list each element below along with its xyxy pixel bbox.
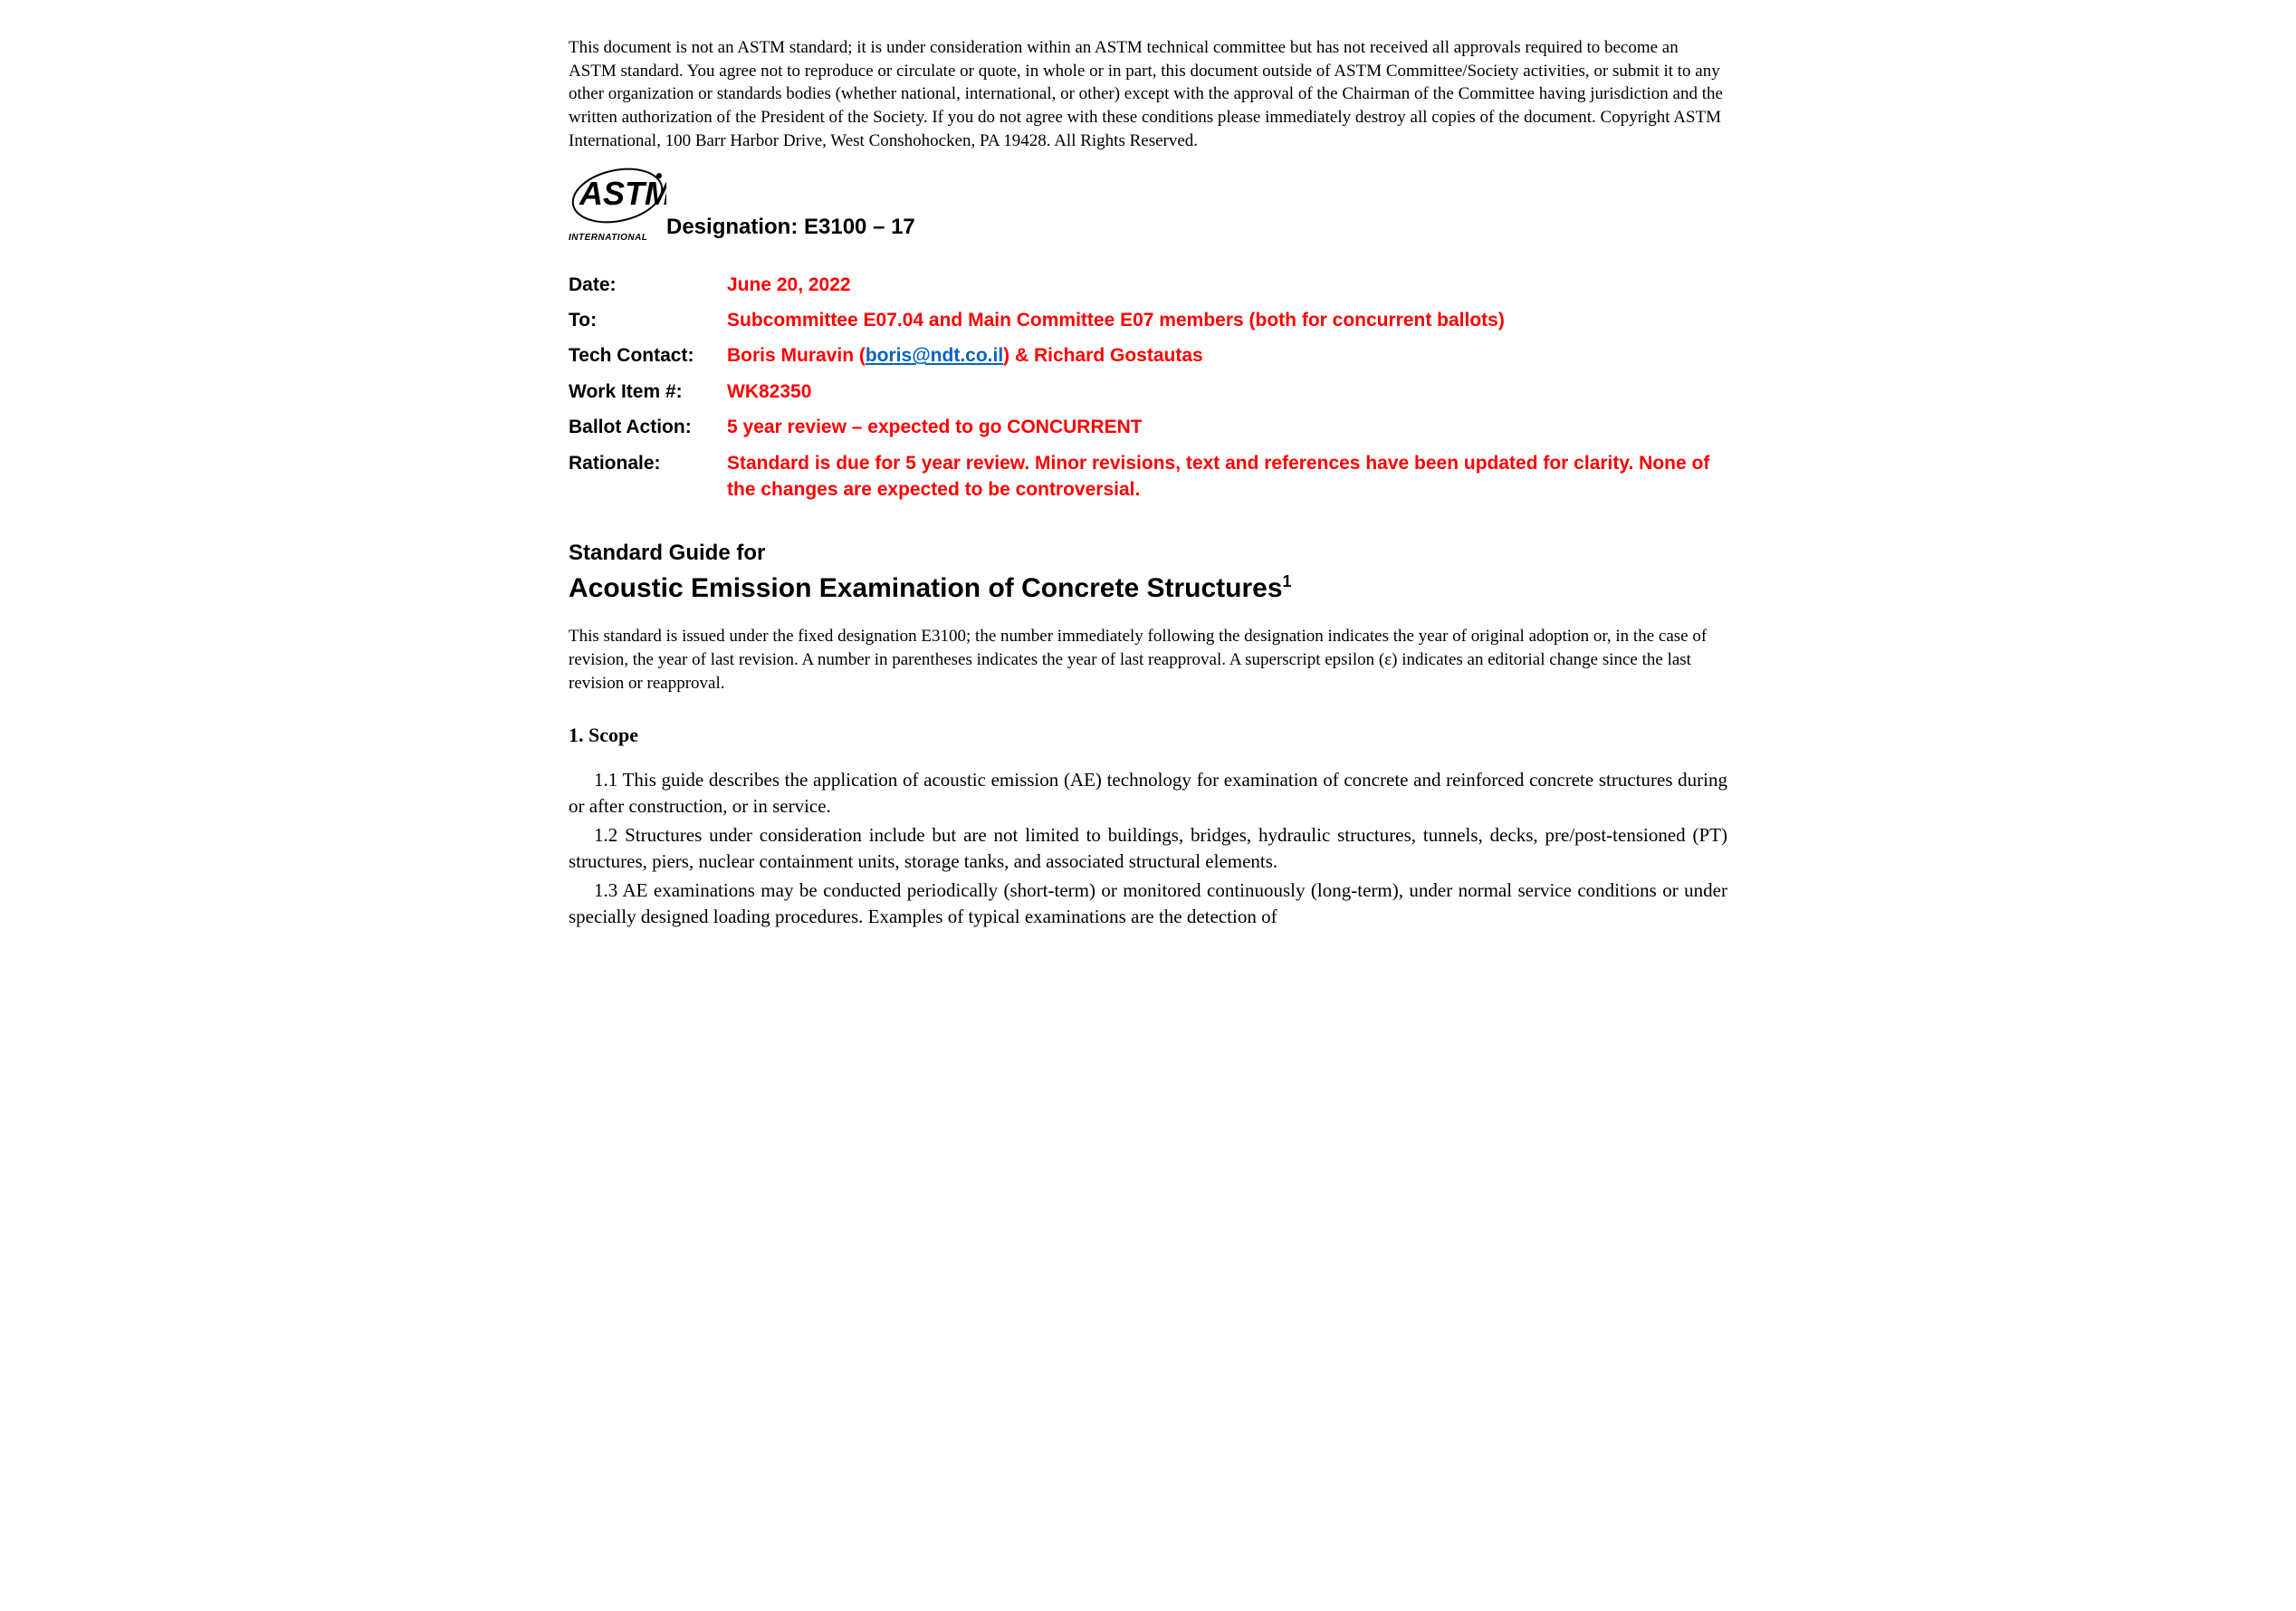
- logo-designation-row: ASTM INTERNATIONAL Designation: E3100 – …: [569, 159, 1727, 245]
- ballot-value: 5 year review – expected to go CONCURREN…: [727, 414, 1727, 440]
- designation-text: Designation: E3100 – 17: [666, 213, 915, 244]
- astm-logo: ASTM INTERNATIONAL: [569, 159, 666, 245]
- standard-heading: Standard Guide for Acoustic Emission Exa…: [569, 539, 1727, 607]
- issuance-note: This standard is issued under the fixed …: [569, 625, 1727, 695]
- header-row-tech: Tech Contact: Boris Muravin (boris@ndt.c…: [569, 342, 1727, 369]
- scope-p2: 1.2 Structures under consideration inclu…: [569, 822, 1727, 876]
- scope-p1: 1.1 This guide describes the application…: [569, 767, 1727, 820]
- scope-body: 1.1 This guide describes the application…: [569, 767, 1727, 930]
- date-label: Date:: [569, 273, 727, 298]
- svg-text:ASTM: ASTM: [579, 175, 666, 212]
- tech-label: Tech Contact:: [569, 343, 727, 369]
- date-value: June 20, 2022: [727, 272, 1727, 298]
- header-row-work: Work Item #: WK82350: [569, 379, 1727, 405]
- tech-suffix: ) & Richard Gostautas: [1003, 345, 1203, 366]
- standard-title: Acoustic Emission Examination of Concret…: [569, 573, 1292, 603]
- tech-value: Boris Muravin (boris@ndt.co.il) & Richar…: [727, 342, 1727, 369]
- ballot-header: Date: June 20, 2022 To: Subcommittee E07…: [569, 272, 1727, 503]
- tech-email-link[interactable]: boris@ndt.co.il: [866, 345, 1003, 366]
- header-row-date: Date: June 20, 2022: [569, 272, 1727, 298]
- logo-subtext: INTERNATIONAL: [569, 232, 666, 245]
- rationale-value: Standard is due for 5 year review. Minor…: [727, 450, 1727, 503]
- disclaimer-text: This document is not an ASTM standard; i…: [569, 36, 1727, 152]
- header-row-rationale: Rationale: Standard is due for 5 year re…: [569, 450, 1727, 503]
- work-value: WK82350: [727, 379, 1727, 405]
- ballot-label: Ballot Action:: [569, 415, 727, 440]
- standard-prefix: Standard Guide for: [569, 539, 1727, 568]
- work-label: Work Item #:: [569, 379, 727, 405]
- standard-title-sup: 1: [1283, 572, 1292, 590]
- tech-prefix: Boris Muravin (: [727, 345, 866, 366]
- standard-title-text: Acoustic Emission Examination of Concret…: [569, 573, 1283, 603]
- to-value: Subcommittee E07.04 and Main Committee E…: [727, 307, 1727, 333]
- rationale-label: Rationale:: [569, 451, 727, 476]
- to-label: To:: [569, 308, 727, 333]
- header-row-ballot: Ballot Action: 5 year review – expected …: [569, 414, 1727, 440]
- header-row-to: To: Subcommittee E07.04 and Main Committ…: [569, 307, 1727, 333]
- scope-heading: 1. Scope: [569, 722, 1727, 749]
- scope-p3: 1.3 AE examinations may be conducted per…: [569, 877, 1727, 931]
